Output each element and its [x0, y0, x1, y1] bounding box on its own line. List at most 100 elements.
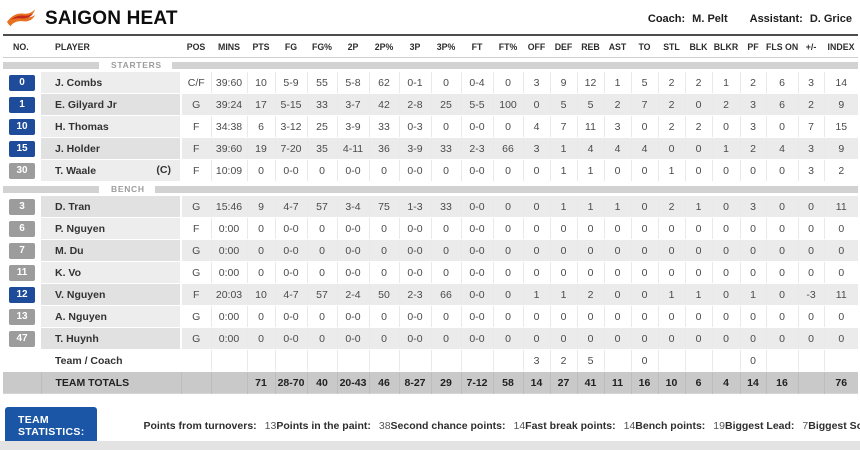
column-header-player: PLAYER: [41, 35, 181, 58]
player-number-badge: 13: [9, 308, 35, 325]
stat-cell: 3-4: [336, 196, 369, 218]
player-number-cell: 30: [3, 159, 41, 182]
player-row-13[interactable]: 13 A. Nguyen G 0:00 0 0-0 0 0-0 0 0-0 0 0-0 0 0 0 0 0 0 0 0…: [3, 305, 858, 328]
section-label-bar: STARTERS: [3, 58, 858, 72]
stat-cell: 0-0: [274, 261, 307, 284]
stat-cell: 1: [549, 159, 577, 182]
stat-cell: 0: [823, 261, 858, 284]
player-number-cell: 10: [3, 115, 41, 138]
total-stat-cell: 76: [823, 371, 858, 394]
player-number-badge: 1: [9, 96, 35, 113]
stat-cell: 0: [549, 217, 577, 240]
stat-cell: 2: [657, 196, 685, 218]
stat-cell: 66: [430, 283, 461, 306]
stat-cell: 5-5: [460, 93, 493, 116]
column-header-pf: PF: [740, 35, 766, 58]
stat-cell: 5: [630, 72, 658, 94]
player-number-badge: 10: [9, 118, 35, 135]
total-stat-cell: 20-43: [336, 371, 369, 394]
stat-cell: 6: [765, 93, 798, 116]
stat-cell: 0: [630, 261, 658, 284]
total-stat-cell: 14: [739, 371, 766, 394]
stat-cell: 0: [492, 217, 523, 240]
stat-cell: 0: [630, 159, 658, 182]
stat-cell: 1: [739, 283, 766, 306]
player-number-cell: 0: [3, 72, 41, 94]
empty-minutes-cell: [210, 349, 247, 372]
stat-cell: 2-4: [336, 283, 369, 306]
team-stat-value: 7: [802, 420, 809, 432]
team-stat-value: 14: [513, 420, 526, 432]
stat-cell: 0-0: [336, 327, 369, 350]
team-statistics-label[interactable]: TEAM STATISTICS:: [5, 407, 98, 445]
player-row-7[interactable]: 7 M. Du G 0:00 0 0-0 0 0-0 0 0-0 0 0-0 0 0 0 0 0 0 0 0 0 0 0 0 0: [3, 239, 858, 262]
stat-cell: 33: [430, 137, 461, 160]
stat-cell: 0: [306, 159, 337, 182]
player-row-30[interactable]: 30 T. Waale (C) F 10:09 0 0-0 0 0-0 0 0-0 0 0-0 0 0 1 1 0…: [3, 159, 858, 182]
player-number-badge: 47: [9, 330, 35, 347]
player-position: F: [180, 137, 211, 160]
player-row-6[interactable]: 6 P. Nguyen F 0:00 0 0-0 0 0-0 0 0-0 0 0-0 0 0 0 0 0 0 0 0 0…: [3, 217, 858, 240]
column-header-ast: AST: [604, 35, 631, 58]
stat-cell: [274, 349, 307, 372]
player-row-15[interactable]: 15 J. Holder F 39:60 19 7-20 35 4-11 36 3-9 33 2-3 6…: [3, 137, 858, 160]
player-row-11[interactable]: 11 K. Vo G 0:00 0 0-0 0 0-0 0 0-0 0 0-0 0 0 0 0 0 0 0 0 0 0 0 0…: [3, 261, 858, 284]
column-header-off: OFF: [523, 35, 550, 58]
player-row-3[interactable]: 3 D. Tran G 15:46 9 4-7 57 3-4 75 1-3 33 0-0 0 0 1 1 1 0 2…: [3, 196, 858, 218]
player-number-badge: 0: [9, 74, 35, 91]
player-name: H. Thomas: [41, 115, 182, 138]
total-stat-cell: [797, 371, 824, 394]
stat-cell: 1: [549, 283, 577, 306]
stat-cell: 2-8: [398, 93, 431, 116]
bottom-strip: [0, 441, 860, 450]
stat-cell: 0: [711, 196, 740, 218]
stat-cell: 0: [657, 327, 685, 350]
stat-cell: 0: [657, 305, 685, 328]
stat-cell: 0: [657, 137, 685, 160]
player-name-text: A. Nguyen: [55, 310, 107, 323]
empty-position-cell: [180, 349, 211, 372]
stat-cell: [398, 349, 431, 372]
stat-cell: 7: [549, 115, 577, 138]
section-divider-starters: STARTERS: [3, 58, 858, 73]
total-stat-cell: 46: [368, 371, 399, 394]
stat-cell: 0: [368, 239, 399, 262]
stat-cell: 0: [765, 115, 798, 138]
player-row-47[interactable]: 47 T. Huynh G 0:00 0 0-0 0 0-0 0 0-0 0 0-0 0 0 0 0 0 0 0 0 0…: [3, 327, 858, 350]
stat-cell: 0-0: [274, 159, 307, 182]
stat-cell: 0: [797, 327, 824, 350]
divider-line: [154, 185, 858, 193]
stat-cell: 9: [549, 72, 577, 94]
stat-cell: 0: [739, 261, 766, 284]
stat-cell: 9: [246, 196, 275, 218]
stat-cell: 7-20: [274, 137, 307, 160]
stat-cell: 0: [739, 217, 766, 240]
player-number-cell: 1: [3, 93, 41, 116]
stat-cell: 0-0: [274, 327, 307, 350]
stat-cell: 0: [522, 217, 550, 240]
stat-cell: 0: [603, 217, 631, 240]
stat-cell: 0: [684, 261, 712, 284]
player-number-badge: 12: [9, 286, 35, 303]
stat-cell: 0: [492, 261, 523, 284]
stat-cell: [492, 349, 523, 372]
stat-cell: 0: [522, 159, 550, 182]
player-row-12[interactable]: 12 V. Nguyen F 20:03 10 4-7 57 2-4 50 2-3 66 0-0 0 1 1…: [3, 283, 858, 306]
stat-cell: 5-8: [336, 72, 369, 94]
team-stat-label: Biggest Scoring Run:: [808, 420, 860, 432]
stat-cell: 3: [739, 93, 766, 116]
stat-cell: 0: [306, 217, 337, 240]
player-row-10[interactable]: 10 H. Thomas F 34:38 6 3-12 25 3-9 33 0-3 0 0-0 0 4 7 1…: [3, 115, 858, 138]
stat-cell: 1: [603, 72, 631, 94]
player-name-text: P. Nguyen: [55, 222, 105, 235]
stat-cell: 3-12: [274, 115, 307, 138]
player-row-1[interactable]: 1 E. Gilyard Jr G 39:24 17 5-15 33 3-7 42 2-8 25 5-…: [3, 93, 858, 116]
player-number-cell: 47: [3, 327, 41, 350]
stat-cell: 0: [430, 261, 461, 284]
stat-cell: -3: [797, 283, 824, 306]
player-name: J. Combs: [41, 72, 182, 94]
stat-cell: 0-3: [398, 115, 431, 138]
team-stat-second-chance-points: Second chance points: 14: [391, 420, 526, 432]
player-name: E. Gilyard Jr: [41, 93, 182, 116]
player-row-0[interactable]: 0 J. Combs C/F 39:60 10 5-9 55 5-8 62 0-1 0 0-4 0 3 9 1…: [3, 72, 858, 94]
